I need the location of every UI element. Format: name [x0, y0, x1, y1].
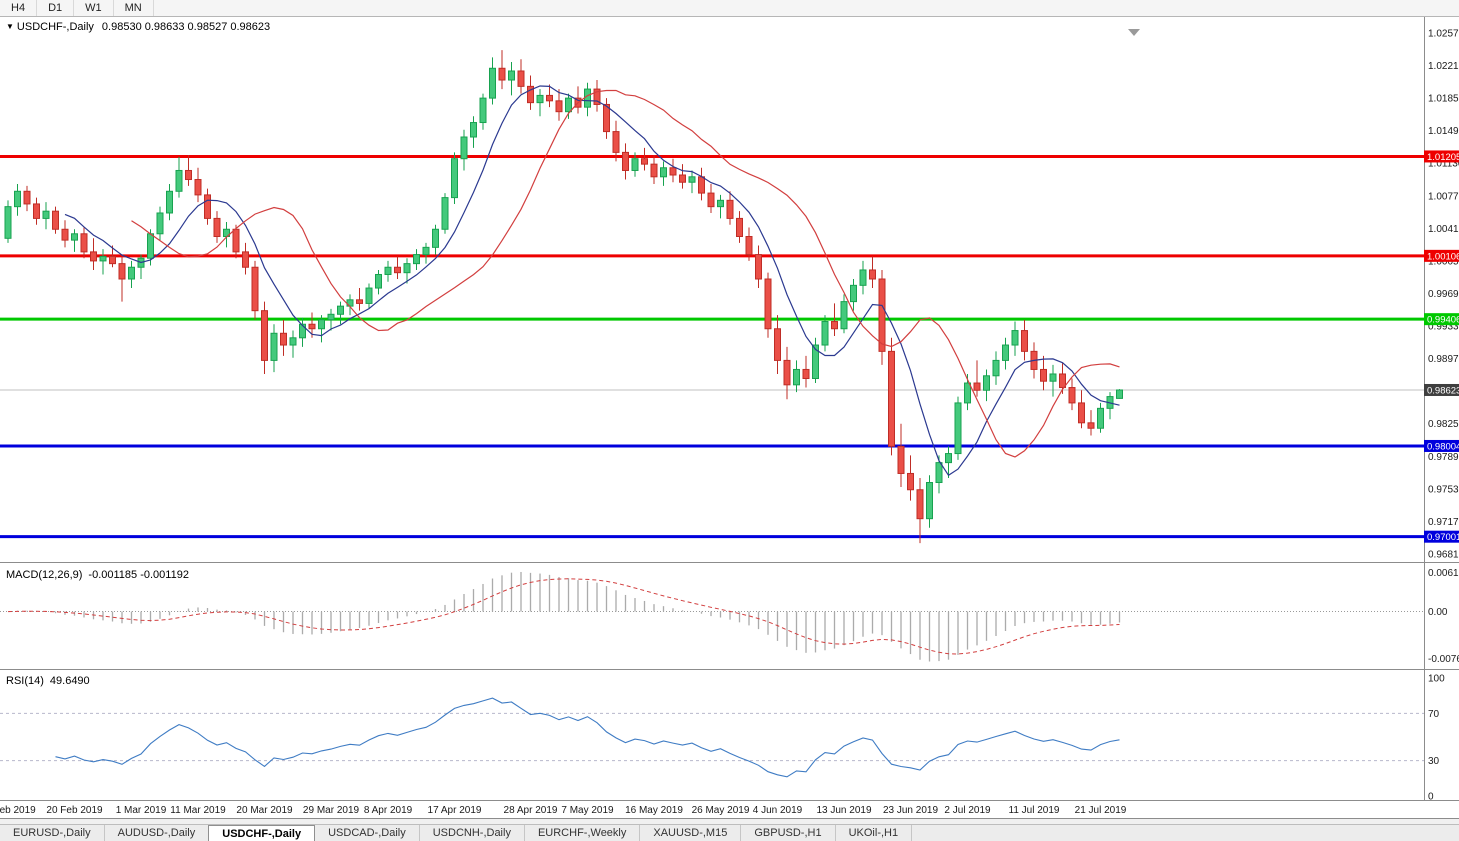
date-axis-label: 4 Jun 2019: [753, 805, 803, 816]
rsi-title: RSI(14): [6, 675, 44, 687]
rsi-indicator-label: RSI(14) 49.6490: [6, 675, 90, 687]
date-axis-label: 29 Mar 2019: [303, 805, 360, 816]
rsi-axis-label: 70: [1428, 709, 1440, 720]
timeframe-button-mn[interactable]: MN: [114, 0, 154, 16]
chart-tab-eurusd-daily[interactable]: EURUSD-,Daily: [0, 825, 105, 841]
macd-values: -0.001185 -0.001192: [88, 569, 189, 581]
chart-tab-usdcnh-daily[interactable]: USDCNH-,Daily: [419, 825, 525, 841]
date-axis-label: 11 Feb 2019: [0, 805, 36, 816]
chart-tab-bar: EURUSD-,Daily AUDUSD-,Daily USDCHF-,Daily U…: [0, 824, 1459, 841]
chart-title: ▼ USDCHF-,Daily 0.98530 0.98633 0.98527 0.…: [6, 21, 270, 33]
date-axis-label: 16 May 2019: [625, 805, 683, 816]
macd-indicator-label: MACD(12,26,9) -0.001185 -0.001192: [6, 569, 189, 581]
chart-tab-gbpusd-h1[interactable]: GBPUSD-,H1: [741, 825, 836, 841]
ma-fast-line: [64, 85, 1120, 477]
rsi-line: [55, 697, 1120, 778]
date-axis-label: 21 Jul 2019: [1075, 805, 1127, 816]
macd-title: MACD(12,26,9): [6, 569, 83, 581]
rsi-axis-label: 100: [1428, 674, 1445, 685]
moving-averages: [64, 85, 1120, 477]
level-badge-label: 0.99406: [1427, 315, 1459, 326]
chart-shift-marker-icon[interactable]: [1128, 29, 1140, 36]
rsi-axis-label: 30: [1428, 756, 1440, 767]
timeframe-button-d1[interactable]: D1: [37, 0, 75, 16]
date-axis-label: 20 Mar 2019: [236, 805, 293, 816]
chart-tab-audusd-daily[interactable]: AUDUSD-,Daily: [104, 825, 210, 841]
level-badge-label: 0.98004: [1427, 441, 1459, 452]
rsi-axis-label: 0: [1428, 792, 1434, 803]
date-axis-label: 28 Apr 2019: [504, 805, 558, 816]
price-axis-label: 1.01850: [1428, 94, 1459, 105]
rsi-value: 49.6490: [49, 675, 90, 687]
collapse-chart-icon[interactable]: ▼: [6, 22, 14, 31]
level-badge-label: 0.98623: [1427, 385, 1459, 396]
horizontal-levels[interactable]: [0, 154, 1424, 539]
price-axis-label: 0.96810: [1428, 549, 1459, 560]
date-axis-label: 7 May 2019: [561, 805, 614, 816]
chart-tab-ukoil-h1[interactable]: UKOil-,H1: [835, 825, 913, 841]
date-axis-label: 23 Jun 2019: [883, 805, 938, 816]
date-axis-label: 11 Jul 2019: [1009, 805, 1060, 816]
macd-signal-line: [7, 578, 1120, 655]
date-axis-label: 2 Jul 2019: [944, 805, 991, 816]
candlesticks: [4, 50, 1123, 544]
price-axis-label: 1.00770: [1428, 191, 1459, 202]
level-badge-label: 1.00106: [1427, 251, 1459, 262]
timeframe-toolbar: H4 D1 W1 MN: [0, 0, 1459, 17]
price-axis-label: 1.01490: [1428, 126, 1459, 137]
horizontal-scrollbar[interactable]: [0, 818, 1459, 824]
price-axis-label: 1.02570: [1428, 29, 1459, 40]
date-axis-label: 1 Mar 2019: [116, 805, 167, 816]
ohlc-values: 0.98530 0.98633 0.98527 0.98623: [101, 21, 271, 33]
chart-tab-usdcad-daily[interactable]: USDCAD-,Daily: [315, 825, 420, 841]
macd-axis-zero: 0.00: [1428, 607, 1448, 618]
date-axis-label: 20 Feb 2019: [46, 805, 103, 816]
level-badge-label: 0.97001: [1427, 532, 1459, 543]
price-axis-label: 1.00410: [1428, 224, 1459, 235]
rsi-panel: 100 70 30 0: [0, 674, 1445, 803]
symbol-label: USDCHF-,Daily: [16, 21, 94, 33]
macd-panel: 0.00613 0.00 -0.00761: [0, 568, 1459, 665]
ma-slow-line: [131, 89, 1120, 458]
date-axis-label: 8 Apr 2019: [364, 805, 413, 816]
panel-separators[interactable]: [0, 17, 1459, 801]
chart-tab-eurchf-weekly[interactable]: EURCHF-,Weekly: [524, 825, 641, 841]
macd-axis-min: -0.00761: [1428, 654, 1459, 665]
macd-axis-max: 0.00613: [1428, 568, 1459, 579]
chart-tab-usdchf-daily[interactable]: USDCHF-,Daily: [208, 825, 316, 841]
price-chart-panel: [0, 29, 1424, 391]
chart-canvas[interactable]: 1.02570 1.02210 1.01850 1.01490 1.01130 1.007…: [0, 17, 1459, 818]
date-axis-label: 26 May 2019: [692, 805, 750, 816]
price-axis[interactable]: 1.02570 1.02210 1.01850 1.01490 1.01130 1.007…: [1428, 29, 1459, 561]
timeframe-button-w1[interactable]: W1: [74, 0, 114, 16]
price-level-badges: 1.01205 1.00106 0.99406 0.98004 0.97001 0.986…: [1424, 150, 1459, 543]
price-axis-label: 1.02210: [1428, 61, 1459, 72]
level-badge-label: 1.01205: [1427, 152, 1459, 163]
chart-tab-xauusd-m15[interactable]: XAUUSD-,M15: [640, 825, 742, 841]
date-axis-label: 11 Mar 2019: [170, 805, 226, 816]
date-axis-label: 13 Jun 2019: [816, 805, 871, 816]
timeframe-button-h4[interactable]: H4: [0, 0, 38, 16]
tab-bar-filler: [912, 825, 1459, 841]
date-axis-label: 17 Apr 2019: [428, 805, 482, 816]
price-axis-label: 1.01130: [1428, 159, 1459, 170]
